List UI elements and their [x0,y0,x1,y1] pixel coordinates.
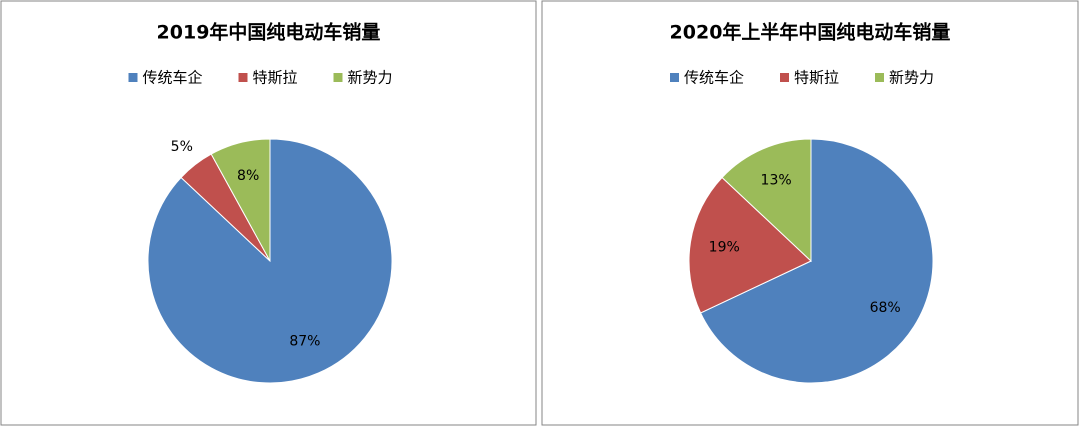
pie-slice [210,138,271,262]
legend-swatch [780,73,789,82]
data-label: 13% [761,172,792,188]
chart-title: 2020年上半年中国纯电动车销量 [670,21,951,44]
pie-slice [688,176,812,314]
data-label: 68% [870,300,901,316]
chart-title: 2019年中国纯电动车销量 [157,21,381,44]
legend-swatch [238,73,248,82]
legend-swatch [333,73,343,82]
legend-swatch [128,73,138,82]
legend-label: 传统车企 [684,69,744,87]
data-label: 5% [171,139,193,155]
legend-label: 特斯拉 [253,69,298,87]
legend-label: 新势力 [889,69,934,87]
pie-slice [699,138,934,384]
legend-swatch [875,73,884,82]
data-label: 8% [237,168,259,184]
legend-label: 新势力 [348,69,393,87]
legend-label: 特斯拉 [794,69,839,87]
data-label: 87% [289,334,320,350]
legend-swatch [670,73,679,82]
legend-label: 传统车企 [143,69,203,87]
data-label: 19% [709,239,740,255]
pie-slice [721,138,812,263]
